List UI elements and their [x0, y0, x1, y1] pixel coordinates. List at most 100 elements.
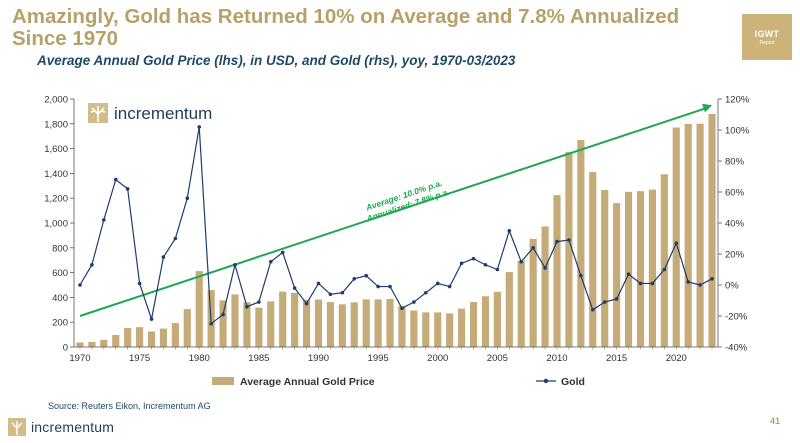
- bar: [374, 299, 382, 347]
- bar: [159, 328, 168, 347]
- bar: [505, 272, 513, 347]
- gold-yoy-point: [209, 321, 213, 326]
- bar: [267, 301, 275, 347]
- bar: [684, 123, 692, 347]
- x-tick-label: 1980: [189, 353, 210, 364]
- footer-logo: incrementum: [8, 418, 114, 436]
- gold-yoy-point: [662, 267, 667, 272]
- y-right-tick-label: 80%: [725, 157, 745, 168]
- bar: [565, 152, 573, 347]
- bar: [469, 301, 478, 347]
- bar: [171, 323, 179, 347]
- gold-yoy-point: [268, 259, 273, 264]
- y-left-tick-label: 1,800: [44, 119, 68, 130]
- legend-marker-gold: [543, 378, 549, 384]
- gold-yoy-point: [328, 292, 333, 297]
- y-right-tick-label: -40%: [725, 343, 748, 354]
- bar: [112, 334, 120, 347]
- gold-yoy-point: [567, 238, 571, 242]
- bar: [529, 238, 537, 347]
- page-number: 41: [770, 416, 781, 426]
- gold-yoy-point: [233, 263, 237, 267]
- y-right-tick-label: 0%: [725, 281, 739, 292]
- bar: [577, 140, 585, 347]
- bar: [458, 308, 466, 347]
- gold-yoy-point: [221, 312, 225, 317]
- axes: 0 200 400 600 800 1,000 1,200 1,400 1,600 1,800 2,…: [44, 95, 750, 365]
- gold-yoy-point: [614, 297, 619, 301]
- gold-yoy-point: [483, 263, 488, 267]
- gold-yoy-point: [519, 259, 524, 264]
- incrementum-tree-icon: [8, 418, 26, 436]
- bar: [350, 302, 358, 347]
- gold-yoy-point: [245, 304, 249, 309]
- gold-yoy-point: [376, 284, 380, 289]
- bar: [660, 174, 668, 347]
- y-left-tick-label: 0: [63, 343, 68, 354]
- gold-yoy-point: [316, 281, 321, 286]
- gold-yoy-point: [400, 306, 404, 311]
- incrementum-tree-icon: [88, 103, 108, 123]
- bar: [589, 172, 597, 347]
- bar: [314, 299, 323, 347]
- gold-yoy-point: [102, 218, 106, 222]
- bar: [624, 191, 633, 347]
- gold-yoy-point: [531, 246, 535, 250]
- x-tick-label: 2000: [427, 353, 448, 364]
- y-left-tick-label: 1,400: [44, 169, 68, 180]
- gold-yoy-point: [435, 281, 440, 286]
- gold-yoy-point: [292, 286, 297, 290]
- legend: Average Annual Gold Price Gold: [212, 376, 585, 388]
- bar: [541, 226, 549, 347]
- bar: [613, 203, 621, 347]
- bar: [446, 313, 454, 347]
- y-left-tick-label: 2,000: [44, 95, 68, 106]
- y-right-tick-label: 120%: [725, 95, 750, 106]
- trendline-line: [79, 107, 707, 317]
- y-left-tick-label: 600: [52, 268, 68, 279]
- bar: [124, 327, 132, 347]
- bar: [410, 310, 418, 347]
- x-tick-label: 1975: [129, 353, 150, 364]
- bar: [88, 341, 96, 347]
- page-title: Amazingly, Gold has Returned 10% on Aver…: [12, 5, 680, 50]
- gold-yoy-point: [364, 273, 368, 278]
- bar: [422, 312, 430, 347]
- gold-yoy-point: [674, 241, 679, 245]
- gold-yoy-point: [197, 125, 202, 129]
- bar: [100, 339, 108, 347]
- bar: [243, 302, 251, 347]
- bar: [147, 331, 156, 347]
- gold-yoy-point: [710, 277, 714, 281]
- chart-logo: incrementum: [88, 103, 212, 123]
- gold-yoy-point: [78, 283, 82, 287]
- bar: [672, 127, 680, 348]
- gold-yoy-point: [340, 290, 345, 295]
- gold-yoy-point: [137, 281, 142, 286]
- gold-yoy-point: [686, 280, 690, 284]
- bar: [708, 113, 716, 347]
- bar: [338, 304, 346, 347]
- bar: [76, 342, 84, 347]
- y-right-tick-label: 20%: [725, 250, 745, 261]
- gold-yoy-point: [304, 301, 309, 306]
- gold-yoy-point: [447, 284, 452, 289]
- bar: [195, 271, 203, 347]
- y-left-tick-label: 1,000: [44, 219, 68, 230]
- chart-subtitle: Average Annual Gold Price (lhs), in USD,…: [37, 53, 516, 68]
- chart-logo-text: incrementum: [114, 104, 212, 123]
- gold-yoy-point: [626, 272, 631, 276]
- gold-yoy-point: [185, 196, 190, 200]
- gold-yoy-point: [352, 277, 357, 281]
- gold-yoy-point: [650, 281, 655, 286]
- gold-yoy-point: [149, 317, 154, 321]
- trendline-arrowhead: [702, 103, 713, 113]
- legend-swatch-gold-price: [212, 377, 234, 385]
- gold-yoy-point: [412, 300, 416, 304]
- bar: [493, 291, 501, 347]
- gold-yoy-point: [579, 273, 583, 278]
- bar: [696, 123, 704, 348]
- bar: [386, 298, 394, 347]
- gold-yoy-point: [638, 281, 643, 286]
- x-tick-label: 1995: [368, 353, 389, 364]
